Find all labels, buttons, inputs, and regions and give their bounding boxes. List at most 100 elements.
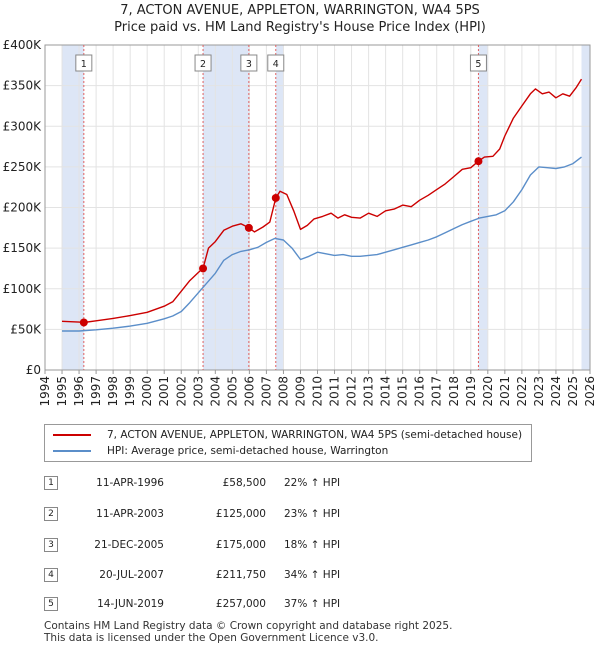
sale-label-text: 4	[273, 59, 279, 70]
y-tick-label: £300K	[3, 119, 43, 133]
sale-label-box: 5	[469, 54, 487, 72]
sale-marker	[474, 157, 483, 166]
sale-marker	[271, 193, 280, 202]
sale-markers	[79, 157, 483, 327]
sale-label-frame	[194, 54, 212, 72]
x-tick-label: 2021	[498, 376, 512, 407]
sale-label-text: 2	[200, 59, 206, 70]
x-tick-label: 2020	[481, 376, 495, 407]
sale-label-box: 4	[267, 54, 285, 72]
legend-label-property: 7, ACTON AVENUE, APPLETON, WARRINGTON, W…	[107, 429, 523, 441]
transaction-number: 3	[44, 538, 58, 552]
x-tick-label: 2016	[413, 376, 427, 407]
legend: 7, ACTON AVENUE, APPLETON, WARRINGTON, W…	[44, 424, 532, 462]
x-tick-label: 2011	[328, 376, 342, 407]
transaction-date: 20-JUL-2007	[99, 569, 164, 581]
x-tick-label: 2018	[447, 376, 461, 407]
hpi-series-line	[62, 156, 582, 332]
sale-labels: 1 2 3 4 5	[75, 54, 487, 72]
legend-item-hpi: HPI: Average price, semi-detached house,…	[53, 443, 388, 459]
x-tick-label: 1994	[38, 376, 52, 407]
legend-label-hpi: HPI: Average price, semi-detached house,…	[107, 445, 389, 457]
footer-attribution: Contains HM Land Registry data © Crown c…	[44, 620, 452, 644]
transaction-price: £257,000	[215, 598, 266, 610]
transaction-date: 21-DEC-2005	[94, 539, 164, 551]
x-tick-label: 1997	[89, 376, 103, 407]
x-tick-label: 1999	[123, 376, 137, 407]
legend-item-property: 7, ACTON AVENUE, APPLETON, WARRINGTON, W…	[53, 427, 522, 443]
title-line-1: 7, ACTON AVENUE, APPLETON, WARRINGTON, W…	[120, 3, 480, 18]
sale-marker	[244, 223, 253, 232]
transaction-number: 2	[44, 507, 58, 521]
transaction-date: 11-APR-2003	[96, 508, 164, 520]
x-tick-label: 2006	[242, 376, 256, 407]
transaction-price: £125,000	[215, 508, 266, 520]
x-tick-label: 1998	[106, 376, 120, 407]
y-tick-label: £250K	[3, 160, 43, 174]
x-tick-label: 2015	[396, 376, 410, 407]
transaction-number: 5	[44, 597, 58, 611]
transaction-number: 1	[44, 476, 58, 490]
x-tick-label: 2023	[532, 376, 546, 407]
x-tick-label: 2008	[276, 376, 290, 407]
y-axis: £0 £50K £100K £150K £200K £250K £300K £350K £400…	[3, 38, 43, 377]
sale-label-box: 2	[194, 54, 212, 72]
chart-title: 7, ACTON AVENUE, APPLETON, WARRINGTON, W…	[0, 2, 600, 36]
x-tick-label: 2013	[362, 376, 376, 407]
y-tick-label: £100K	[3, 282, 43, 296]
transaction-hpi: 22% ↑ HPI	[284, 477, 341, 489]
x-tick-label: 2019	[464, 376, 478, 407]
x-tick-label: 2010	[311, 376, 325, 407]
x-tick-label: 2004	[208, 376, 222, 407]
title-line-2: Price paid vs. HM Land Registry's House …	[114, 20, 486, 35]
sale-label-frame	[267, 54, 285, 72]
x-tick-label: 2014	[379, 376, 393, 407]
footer-line-2: This data is licensed under the Open Gov…	[44, 632, 379, 644]
property-series-line	[61, 78, 583, 324]
transaction-date: 14-JUN-2019	[97, 598, 164, 610]
x-tick-label: 2002	[174, 376, 188, 407]
x-tick-label: 2003	[191, 376, 205, 407]
x-tick-label: 2017	[430, 376, 444, 407]
legend-swatch-hpi	[53, 450, 91, 452]
x-tick-label: 2007	[259, 376, 273, 407]
sale-label-frame	[240, 54, 258, 72]
transaction-hpi: 34% ↑ HPI	[284, 569, 341, 581]
x-tick-label: 2012	[345, 376, 359, 407]
sale-label-frame	[469, 54, 487, 72]
transaction-price: £175,000	[215, 539, 266, 551]
y-tick-label: £0	[26, 363, 41, 377]
transaction-hpi: 18% ↑ HPI	[284, 539, 341, 551]
x-tick-label: 2022	[515, 376, 529, 407]
legend-swatch-property	[53, 434, 91, 436]
x-tick-label: 1995	[55, 376, 69, 407]
transaction-number: 4	[44, 568, 58, 582]
sale-label-text: 3	[246, 59, 252, 70]
y-tick-label: £350K	[3, 79, 43, 93]
x-tick-label: 2026	[583, 376, 597, 407]
x-axis: 1994 1995 1996 1997 1998 1999 2000 2001 2002 2003…	[38, 370, 597, 407]
x-tick-label: 2009	[293, 376, 307, 407]
transaction-price: £211,750	[215, 569, 266, 581]
sale-label-box: 3	[240, 54, 258, 72]
transaction-hpi: 37% ↑ HPI	[284, 598, 341, 610]
y-tick-label: £150K	[3, 241, 43, 255]
sale-marker	[199, 264, 208, 273]
transaction-hpi: 23% ↑ HPI	[284, 508, 341, 520]
x-tick-label: 2001	[157, 376, 171, 407]
transaction-price: £58,500	[222, 477, 266, 489]
sale-label-frame	[75, 54, 93, 72]
y-tick-label: £400K	[3, 38, 43, 52]
y-tick-label: £200K	[3, 201, 43, 215]
footer-line-1: Contains HM Land Registry data © Crown c…	[44, 620, 453, 632]
series	[61, 78, 583, 332]
x-tick-label: 2000	[140, 376, 154, 407]
x-tick-label: 1996	[72, 376, 86, 407]
x-tick-label: 2024	[549, 376, 563, 407]
y-tick-label: £50K	[10, 322, 42, 336]
sale-marker	[79, 318, 88, 327]
x-tick-label: 2025	[566, 376, 580, 407]
price-chart: 1 2 3 4 5 £0 £50K £100K £150K £200K £250K £300K £35…	[3, 38, 597, 407]
x-tick-label: 2005	[225, 376, 239, 407]
